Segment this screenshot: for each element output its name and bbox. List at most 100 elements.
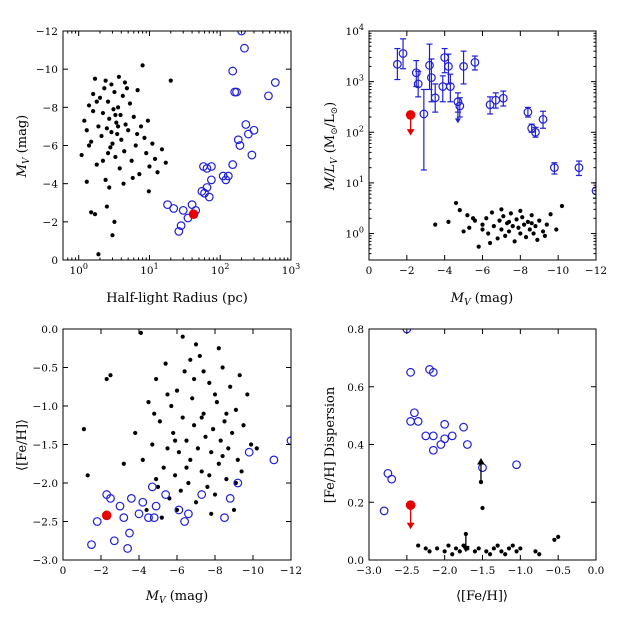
p3-x-axis-label: MV (mag) xyxy=(145,589,209,606)
p1-gc-point-38 xyxy=(133,143,138,148)
p4-ud-point-6 xyxy=(410,408,419,418)
p3-gc-point-7 xyxy=(140,457,145,462)
p1-gc-point-25 xyxy=(115,105,121,110)
p1-gc-point-28 xyxy=(118,112,123,118)
p3-gc-point-49 xyxy=(228,384,233,389)
p2-xtick-label-5: −10 xyxy=(547,265,569,277)
p3-gc-point-12 xyxy=(155,484,161,489)
p3-gc-point-8 xyxy=(144,507,149,513)
p2-gc-point-24 xyxy=(518,231,523,236)
p1-gc-point-29 xyxy=(119,137,124,142)
p2-gc-point-42 xyxy=(472,218,478,223)
p3-xtick-label-5: −10 xyxy=(242,565,264,577)
p2-ud-point-10 xyxy=(444,61,453,71)
p1-gc-point-51 xyxy=(84,179,89,184)
p1-gc-point-26 xyxy=(116,74,122,79)
p1-gc-point-40 xyxy=(137,172,142,177)
p1-ud-point-10 xyxy=(202,183,212,192)
p4-gc-point-4 xyxy=(442,549,447,554)
p1-ud-point-3 xyxy=(176,221,186,231)
p3-gc-point-52 xyxy=(233,407,238,412)
p3-ud-point-26 xyxy=(286,436,291,446)
p3-gc-point-18 xyxy=(169,403,174,409)
p1-gc-point-60 xyxy=(100,158,106,163)
p2-gc-point-35 xyxy=(540,229,546,234)
p1-gc-point-21 xyxy=(112,89,117,95)
p1-gc-point-68 xyxy=(115,124,121,129)
p1-gc-point-54 xyxy=(104,204,109,209)
p1-ud-point-14 xyxy=(206,162,216,171)
p2-ud-point-24 xyxy=(574,163,584,173)
p2-gc-point-43 xyxy=(487,240,493,246)
p4-gc-point-23 xyxy=(518,546,523,551)
p2-ytick-label-1: 101 xyxy=(346,175,364,190)
p3-gc-point-55 xyxy=(239,469,244,474)
p4-ud-point-19 xyxy=(478,463,487,473)
p1-gc-point-16 xyxy=(107,116,112,121)
p4-gc-point-0 xyxy=(416,543,421,548)
p4-xtick-label-5: −0.5 xyxy=(545,565,571,577)
p3-gc-point-10 xyxy=(150,442,155,447)
p3-gc-point-48 xyxy=(226,446,231,451)
p1-gc-point-11 xyxy=(100,110,106,116)
p1-gc-point-7 xyxy=(94,162,99,167)
p1-gc-point-44 xyxy=(144,151,149,156)
p2-ticks: 0 −2 −4 −6 −8 −10 −12 100 101 102 103 104 xyxy=(346,23,608,277)
p3-gc-point-71 xyxy=(184,465,189,470)
p2-gc-point-10 xyxy=(489,210,495,215)
p4-gc-point-26 xyxy=(552,537,557,542)
p3-ud-point-17 xyxy=(174,505,184,515)
p2-target-point xyxy=(405,110,416,120)
p1-gc-point-13 xyxy=(103,177,108,182)
p3-gc-point-45 xyxy=(220,365,225,370)
p2-gc-point-16 xyxy=(503,233,508,238)
p3-gc-point-23 xyxy=(178,488,183,493)
p3-gc-point-0 xyxy=(81,427,86,432)
p1-gc-point-12 xyxy=(102,86,107,91)
p3-ud-point-0 xyxy=(87,540,96,549)
p4-ud-point-16 xyxy=(447,431,457,441)
p1-gc-point-67 xyxy=(103,78,108,83)
p3-gc-point-22 xyxy=(176,450,181,455)
p2-ud-limit-0 xyxy=(454,108,461,124)
p2-ud-point-11 xyxy=(445,82,455,91)
p3-gc-point-68 xyxy=(224,411,229,416)
p3-ud-point-19 xyxy=(183,509,193,519)
p1-gc-point-65 xyxy=(168,78,173,83)
p2-target-limit-arrow-head xyxy=(406,129,415,136)
p3-ud-point-11 xyxy=(138,497,148,507)
p3-ud-point-25 xyxy=(269,455,279,465)
p1-gc-point-46 xyxy=(147,164,152,169)
p1-ytick-label-6: −12 xyxy=(36,26,58,38)
p1-gc-point-48 xyxy=(152,156,158,161)
p1-gc-point-2 xyxy=(84,128,89,133)
p1-gc-point-20 xyxy=(111,107,116,112)
p3-gc-point-72 xyxy=(212,392,218,397)
p1-xtick-label-1: 101 xyxy=(140,262,158,277)
p4-gc-limit-arrow-0 xyxy=(461,534,470,553)
p2-ytick-label-3: 103 xyxy=(346,74,364,89)
p1-gc-point-3 xyxy=(86,103,92,108)
p3-ytick-label-6: −3.0 xyxy=(33,555,59,567)
p2-gc-point-15 xyxy=(501,214,506,219)
p3-ud-point-5 xyxy=(115,501,125,511)
p2-xtick-label-2: −4 xyxy=(437,265,453,277)
p3-gc-point-51 xyxy=(231,507,237,513)
p1-gc-point-63 xyxy=(146,189,151,194)
p1-x-axis-label: Half-light Radius (pc) xyxy=(106,291,248,306)
p3-gc-point-20 xyxy=(173,473,178,478)
p4-ud-point-7 xyxy=(413,417,423,426)
p2-ud-errorbar-7 xyxy=(432,83,439,113)
p2-ud-errorbar-23 xyxy=(551,162,558,175)
p2-ud-point-25 xyxy=(591,186,596,196)
p2-gc-point-31 xyxy=(531,231,536,236)
p1-gc-point-42 xyxy=(140,63,145,68)
p4-ytick-label-4: 0.8 xyxy=(347,324,364,336)
p4-ud-point-12 xyxy=(428,367,438,377)
p2-gc-point-33 xyxy=(535,237,540,242)
p4-gc-point-7 xyxy=(453,546,459,551)
p1-gc-point-64 xyxy=(163,160,168,165)
p3-marks xyxy=(81,330,291,553)
p4-ud-point-0 xyxy=(379,506,389,516)
